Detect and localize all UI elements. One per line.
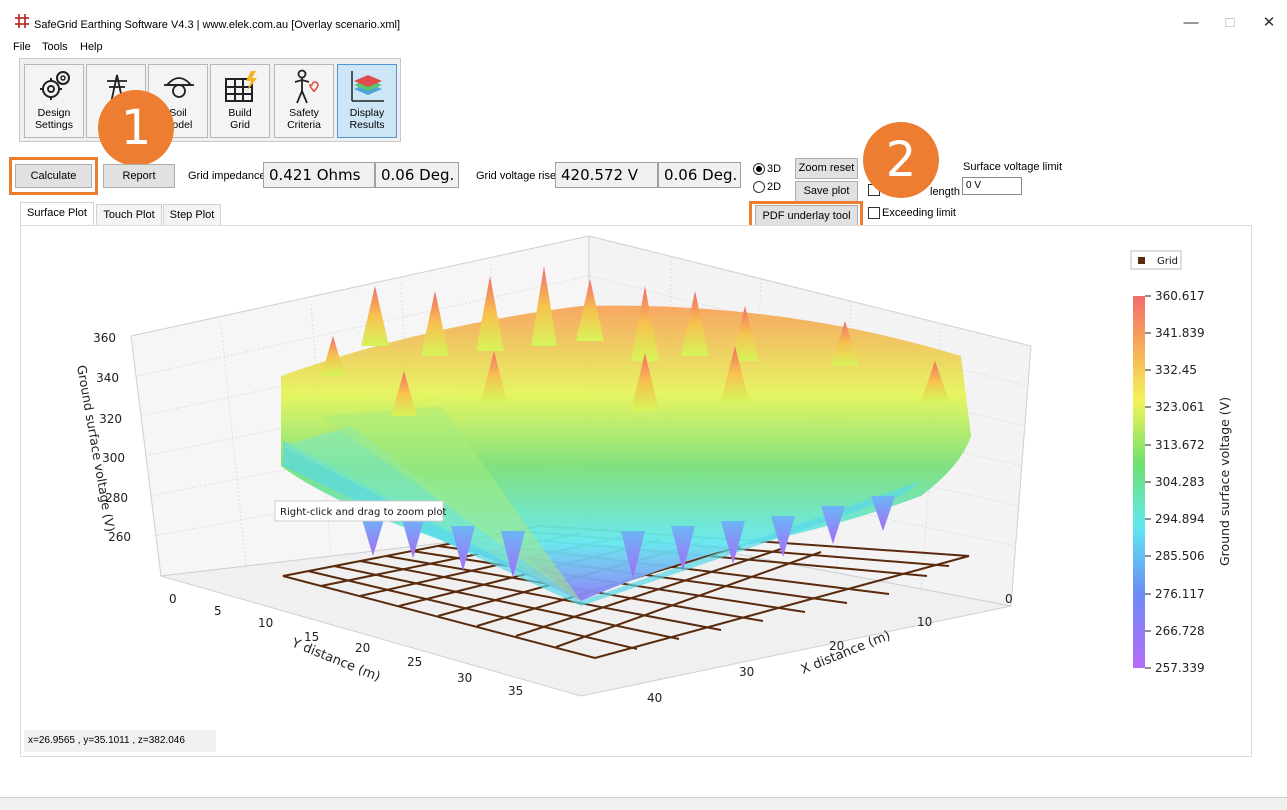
z-tick: 320	[99, 412, 122, 426]
zoom-hint-text: Right-click and drag to zoom plot	[280, 507, 446, 518]
report-button[interactable]: Report	[103, 164, 175, 188]
calculate-highlight	[9, 157, 98, 195]
x-tick: 30	[739, 665, 754, 679]
colorbar: 360.617 341.839 332.45 323.061 313.672 3…	[1133, 289, 1232, 675]
y-tick: 0	[169, 592, 177, 606]
calculate-button[interactable]: Calculate	[15, 164, 92, 188]
y-tick: 40	[647, 691, 662, 705]
x-tick: 20	[829, 639, 844, 653]
colorbar-tick: 313.672	[1155, 438, 1205, 452]
minimize-button[interactable]: —	[1183, 14, 1199, 31]
pdf-underlay-button[interactable]: PDF underlay tool	[755, 205, 858, 227]
colorbar-tick: 341.839	[1155, 326, 1205, 340]
cursor-coordinates: x=26.9565 , y=35.1011 , z=382.046	[24, 730, 216, 752]
colorbar-tick: 304.283	[1155, 475, 1205, 489]
plot-legend: Grid	[1130, 250, 1182, 270]
colorbar-tick: 294.894	[1155, 512, 1205, 526]
legend-label: Grid	[1157, 256, 1178, 267]
view-2d-radio[interactable]	[753, 181, 765, 193]
legend-swatch	[1138, 257, 1145, 264]
app-logo-icon	[15, 14, 29, 28]
design-settings-button[interactable]: Design Settings	[24, 64, 84, 138]
colorbar-tick: 323.061	[1155, 400, 1205, 414]
surface-voltage-limit-input[interactable]: 0 V	[962, 177, 1022, 195]
view-3d-label: 3D	[767, 163, 782, 175]
y-tick: 30	[457, 671, 472, 685]
view-3d-radio[interactable]	[753, 163, 765, 175]
z-tick: 260	[108, 530, 131, 544]
y-tick: 15	[304, 630, 319, 644]
tab-touch-plot[interactable]: Touch Plot	[96, 204, 162, 225]
y-tick: 20	[355, 641, 370, 655]
close-button[interactable]: ✕	[1262, 14, 1276, 31]
worker-helmet-icon	[164, 77, 194, 98]
grid-impedance-value: 0.421 Ohms	[263, 162, 375, 188]
safety-criteria-label: Safety Criteria	[287, 107, 321, 131]
surface-plot-panel[interactable]: 360 340 320 300 280 260 Ground surface v…	[20, 225, 1252, 757]
y-tick: 25	[407, 655, 422, 669]
colorbar-tick: 360.617	[1155, 289, 1205, 303]
menu-bar: File Tools Help	[0, 38, 1287, 56]
menu-file[interactable]: File	[13, 41, 31, 53]
window-title: SafeGrid Earthing Software V4.3 | www.el…	[34, 19, 401, 31]
grid-voltage-rise-value: 420.572 V	[555, 162, 658, 188]
colorbar-tick: 266.728	[1155, 624, 1205, 638]
grid-voltage-rise-angle: 0.06 Deg.	[658, 162, 741, 188]
exceeding-limit-label: Exceeding limit	[882, 207, 956, 219]
view-2d-label: 2D	[767, 181, 782, 193]
zoom-reset-button[interactable]: Zoom reset	[795, 158, 858, 179]
step-badge-1: 1	[98, 90, 174, 166]
menu-tools[interactable]: Tools	[42, 41, 68, 53]
y-tick: 10	[258, 616, 273, 630]
grid-impedance-angle: 0.06 Deg.	[375, 162, 459, 188]
colorbar-label: Ground surface voltage (V)	[1217, 397, 1232, 566]
display-results-button[interactable]: Display Results	[337, 64, 397, 138]
z-tick: 360	[93, 331, 116, 345]
colorbar-tick: 332.45	[1155, 363, 1197, 377]
tab-surface-plot[interactable]: Surface Plot	[20, 202, 94, 226]
status-bar	[0, 797, 1287, 810]
x-tick: 0	[1005, 592, 1013, 606]
z-tick: 300	[102, 451, 125, 465]
person-heart-icon	[294, 69, 319, 104]
display-results-label: Display Results	[349, 107, 385, 131]
colorbar-tick: 276.117	[1155, 587, 1205, 601]
grid-voltage-rise-label: Grid voltage rise	[476, 170, 557, 182]
build-grid-button[interactable]: Build Grid	[210, 64, 270, 138]
save-plot-button[interactable]: Save plot	[795, 181, 858, 202]
safety-criteria-button[interactable]: Safety Criteria	[274, 64, 334, 138]
z-axis-label: Ground surface voltage (V)	[74, 364, 118, 533]
design-settings-label: Design Settings	[35, 107, 73, 131]
z-axis: 360 340 320 300 280 260 Ground surface v…	[74, 331, 131, 544]
y-tick: 35	[508, 684, 523, 698]
tab-step-plot[interactable]: Step Plot	[163, 204, 221, 225]
grid-length-label: length	[930, 186, 960, 198]
z-tick: 340	[96, 371, 119, 385]
zoom-hint: Right-click and drag to zoom plot	[274, 500, 446, 522]
colorbar-tick: 285.506	[1155, 549, 1205, 563]
exceeding-limit-checkbox[interactable]	[868, 207, 880, 219]
z-tick: 280	[105, 491, 128, 505]
x-tick: 10	[917, 615, 932, 629]
menu-help[interactable]: Help	[80, 41, 103, 53]
title-bar: SafeGrid Earthing Software V4.3 | www.el…	[0, 0, 1287, 38]
surface-voltage-limit-label: Surface voltage limit	[963, 161, 1063, 173]
y-tick: 5	[214, 604, 222, 618]
surface-plot-canvas[interactable]: 360 340 320 300 280 260 Ground surface v…	[21, 226, 1253, 758]
step-badge-2: 2	[863, 122, 939, 198]
gears-icon	[40, 71, 70, 100]
colorbar-tick: 257.339	[1155, 661, 1205, 675]
grid-impedance-label: Grid impedance	[188, 170, 266, 182]
maximize-button[interactable]: □	[1225, 14, 1235, 31]
build-grid-label: Build Grid	[228, 107, 252, 131]
layered-surface-icon	[351, 71, 384, 102]
grid-build-icon	[225, 71, 257, 102]
